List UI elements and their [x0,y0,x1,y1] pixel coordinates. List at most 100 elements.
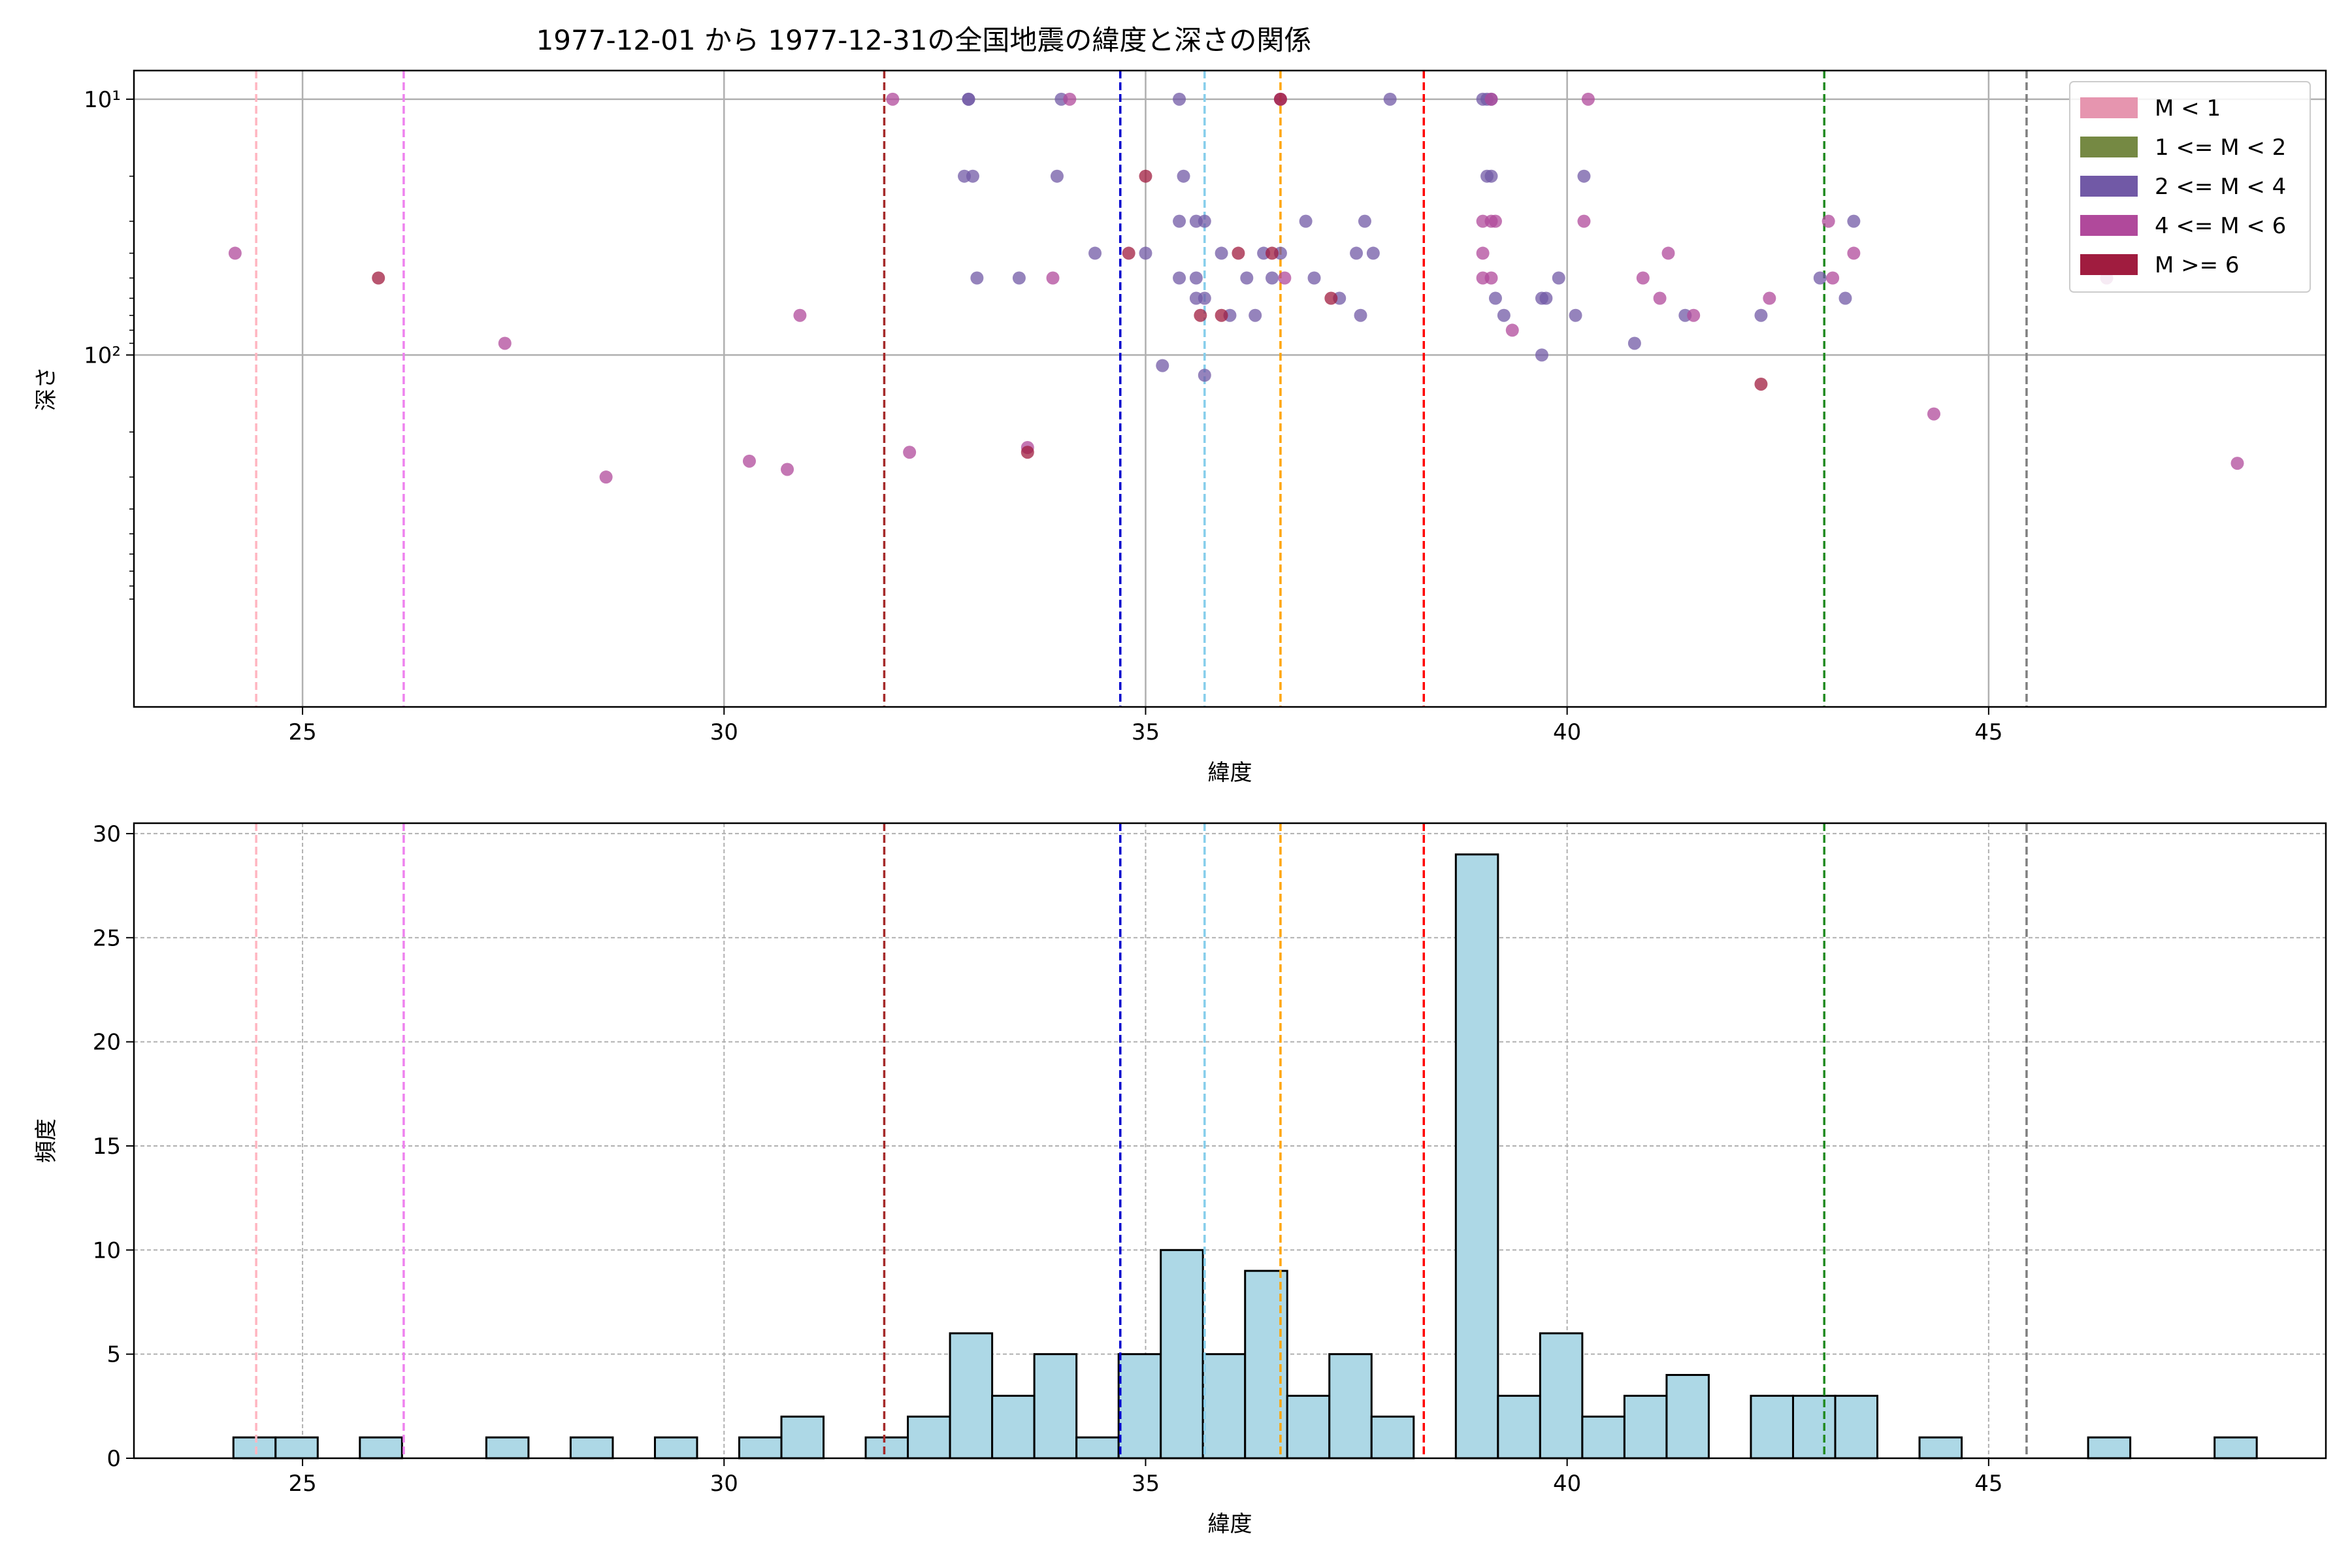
scatter-point [1350,246,1364,260]
scatter-point [1488,214,1502,228]
scatter-x-tick-label: 30 [710,719,738,745]
histogram-bar [1750,1394,1794,1460]
scatter-point [1021,446,1034,459]
scatter-point [1194,308,1207,322]
scatter-point [1826,271,1840,285]
scatter-point [781,463,794,476]
scatter-point [886,92,900,106]
scatter-point [1249,308,1262,322]
histogram-bar [1286,1394,1331,1460]
scatter-point [1215,246,1228,260]
histogram-gridlines [134,823,2326,1459]
scatter-point [1088,246,1102,260]
histogram-bar [864,1436,909,1460]
scatter-point [1383,92,1397,106]
histogram-bar [1623,1394,1668,1460]
scatter-x-axis-label: 緯度 [1208,760,1252,786]
histogram-x-ticks: 25 30 35 40 45 [288,1458,2002,1497]
histogram-bar [232,1436,277,1460]
scatter-point [1627,336,1641,350]
scatter-point [1173,214,1186,228]
histogram-bar [485,1436,530,1460]
scatter-point [1569,308,1582,322]
scatter-point [1653,291,1667,305]
histogram-bar [907,1415,951,1460]
scatter-point [1813,271,1827,285]
scatter-point [1198,291,1211,305]
scatter-point [1687,308,1701,322]
histogram-bar [1328,1353,1373,1460]
legend-swatch [2080,215,2138,236]
scatter-point [1324,291,1338,305]
histogram-x-axis-label: 緯度 [1208,1511,1252,1537]
histogram-x-tick-label: 35 [1132,1471,1160,1497]
scatter-point [1577,214,1591,228]
scatter-point [1273,92,1287,106]
scatter-point [1505,323,1519,337]
scatter-point [1535,348,1548,362]
legend-swatch [2080,97,2138,118]
scatter-point [1838,291,1852,305]
scatter-point [1266,271,1279,285]
histogram-bar [949,1332,994,1460]
scatter-point [1661,246,1675,260]
scatter-point [1497,308,1511,322]
histogram-y-tick-label: 5 [106,1342,121,1368]
histogram-bar [1497,1394,1541,1460]
scatter-reference-lines [255,71,2028,707]
scatter-point [1821,214,1835,228]
scatter-point [1354,308,1367,322]
legend-frame [2069,81,2311,293]
scatter-point [1476,214,1490,228]
scatter-point [1177,169,1190,183]
histogram-bar [569,1436,614,1460]
scatter-point [1484,271,1498,285]
scatter-point [1927,407,1940,421]
scatter-point [1763,291,1776,305]
histogram-bar [1918,1436,1963,1460]
scatter-point [1366,246,1380,260]
histogram-bar [738,1436,783,1460]
scatter-x-tick-label: 40 [1553,719,1581,745]
scatter-point [1484,169,1498,183]
scatter-point [1358,214,1371,228]
histogram-bar [1454,853,1499,1460]
scatter-point [962,92,975,106]
scatter-point [1307,271,1321,285]
histogram-bar [1665,1374,1710,1460]
histogram-bars [232,853,2258,1460]
scatter-point [1156,359,1169,372]
histogram-reference-lines [255,823,2028,1458]
legend-label: 2 <= M < 4 [2155,174,2286,200]
scatter-point [1266,246,1279,260]
scatter-point [1581,92,1595,106]
scatter-y-ticks: 10¹ 10² [84,87,134,600]
histogram-y-tick-label: 20 [93,1030,121,1056]
histogram-x-tick-label: 45 [1974,1471,2002,1497]
histogram-x-tick-label: 25 [288,1471,316,1497]
scatter-point [903,446,917,459]
scatter-point [1215,308,1228,322]
scatter-point [228,246,242,260]
scatter-point [1232,246,1245,260]
scatter-point [1012,271,1026,285]
scatter-point [1173,271,1186,285]
legend-swatch [2080,137,2138,157]
scatter-x-tick-label: 45 [1974,719,2002,745]
scatter-point [1198,368,1211,382]
scatter-plot-frame [133,69,2327,708]
scatter-point [793,308,807,322]
histogram-bar [359,1436,403,1460]
histogram-panel: 25 30 35 40 45 0 5 10 15 20 25 30 緯度 頻度 [33,821,2327,1537]
histogram-y-tick-label: 30 [93,821,121,847]
histogram-bar [1075,1436,1120,1460]
scatter-point [1063,92,1077,106]
histogram-bar [1201,1353,1247,1460]
scatter-point [1122,246,1135,260]
histogram-y-tick-label: 10 [93,1237,121,1264]
scatter-y-tick-label: 10¹ [84,87,121,113]
histogram-bar [991,1394,1036,1460]
figure-title: 1977-12-01 から 1977-12-31の全国地震の緯度と深さの関係 [536,24,1312,56]
histogram-x-tick-label: 30 [710,1471,738,1497]
